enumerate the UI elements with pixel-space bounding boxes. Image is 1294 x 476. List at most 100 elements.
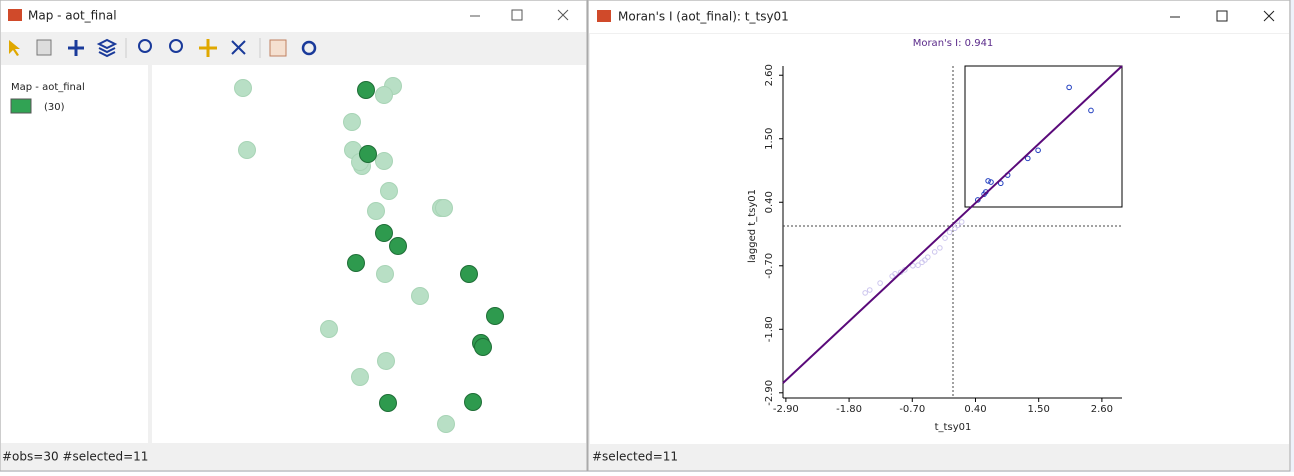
status-bar: #selected=11 [592, 450, 678, 464]
window-title: Map - aot_final [28, 9, 117, 23]
point [997, 180, 1004, 187]
map-pane [152, 65, 586, 443]
point [910, 262, 916, 269]
map-feature [367, 202, 385, 220]
selected-map-feature [375, 224, 393, 242]
toolbar [9, 38, 317, 58]
regression-line [782, 65, 1123, 384]
map-features [234, 77, 504, 433]
point [924, 254, 931, 260]
point [958, 219, 965, 225]
app-icon [597, 10, 611, 22]
point [1066, 84, 1072, 91]
y-tick-label: 2.60 [764, 64, 775, 86]
point [915, 262, 921, 269]
maximize-button[interactable] [511, 9, 523, 21]
y-tick-label: 1.50 [764, 128, 775, 150]
point [877, 280, 883, 286]
map-feature [377, 352, 395, 370]
point [862, 290, 868, 296]
point [988, 179, 994, 185]
point [1024, 155, 1031, 162]
map-feature [351, 368, 369, 386]
point [897, 269, 904, 275]
selection-box [964, 65, 1123, 208]
basemap-tool[interactable] [269, 39, 287, 57]
maximize-button[interactable] [1216, 10, 1228, 22]
layers-tool[interactable] [96, 38, 118, 58]
point [1088, 107, 1094, 114]
y-tick-label: -0.70 [764, 253, 775, 279]
point [954, 222, 961, 229]
map-feature [435, 199, 453, 217]
map-feature [320, 320, 338, 338]
point [1035, 147, 1041, 154]
point [892, 271, 898, 277]
map-feature [238, 141, 256, 159]
x-tick-label: -2.90 [773, 404, 799, 415]
full-extent-tool[interactable] [231, 40, 246, 55]
y-axis-label: lagged t_tsy01 [747, 189, 758, 263]
chart-title: Moran's I: 0.941 [913, 38, 994, 49]
selected-map-feature [464, 393, 482, 411]
point [866, 287, 873, 293]
y-tick-label: -2.90 [764, 380, 775, 406]
title-bar [1, 1, 586, 32]
map-feature [376, 265, 394, 283]
map-window: Map - aot_final Map - aot_final (30) #ob… [0, 0, 588, 472]
map-feature [343, 113, 361, 131]
map-feature [375, 152, 393, 170]
scatter-plot: -2.90 -1.80 -0.70 0.40 1.50 2.60 -2.90 -1.80 -0.… [764, 64, 1123, 415]
close-button[interactable] [557, 9, 569, 21]
legend-pane [1, 65, 148, 443]
point [981, 191, 987, 197]
x-tick-label: -1.80 [836, 404, 862, 415]
y-tick-label: -1.80 [764, 316, 775, 342]
add-tool[interactable] [68, 40, 84, 56]
point [951, 225, 958, 232]
selected-map-feature [347, 254, 365, 272]
point [946, 229, 953, 236]
selected-map-feature [357, 81, 375, 99]
y-tick-label: 0.40 [764, 191, 775, 213]
x-tick-label: 2.60 [1091, 404, 1113, 415]
moran-window: Moran's I (aot_final): t_tsy01 Moran's I… [587, 0, 1291, 472]
legend-count: (30) [44, 102, 65, 113]
point [942, 235, 948, 241]
selected-map-feature [486, 307, 504, 325]
selected-map-feature [460, 265, 478, 283]
selected-map-feature [389, 237, 407, 255]
select-tool[interactable] [9, 40, 20, 56]
pan-tool[interactable] [199, 39, 217, 57]
selected-map-feature [359, 145, 377, 163]
map-feature [411, 287, 429, 305]
window-title: Moran's I (aot_final): t_tsy01 [618, 10, 789, 24]
status-bar: #obs=30 #selected=11 [2, 450, 148, 464]
zoom-out-tool[interactable] [169, 39, 183, 53]
selected-map-feature [379, 394, 397, 412]
map-feature [437, 415, 455, 433]
point [902, 267, 908, 273]
x-tick-label: 0.40 [964, 404, 986, 415]
plot-pane [590, 34, 1289, 444]
map-feature [375, 86, 393, 104]
selected-map-feature [474, 338, 492, 356]
point [922, 257, 928, 263]
map-feature [234, 79, 252, 97]
point [931, 249, 938, 255]
map-feature [380, 182, 398, 200]
legend-swatch [10, 98, 32, 114]
refresh-tool[interactable] [301, 40, 317, 56]
x-axis-label: t_tsy01 [935, 422, 972, 433]
close-button[interactable] [1263, 10, 1275, 22]
copy-tool[interactable] [36, 39, 52, 56]
point [985, 178, 991, 184]
x-tick-label: 1.50 [1028, 404, 1050, 415]
app-icon [8, 9, 22, 21]
legend-title: Map - aot_final [11, 82, 85, 93]
zoom-in-tool[interactable] [138, 39, 152, 53]
x-tick-label: -0.70 [899, 404, 925, 415]
point [937, 245, 943, 251]
